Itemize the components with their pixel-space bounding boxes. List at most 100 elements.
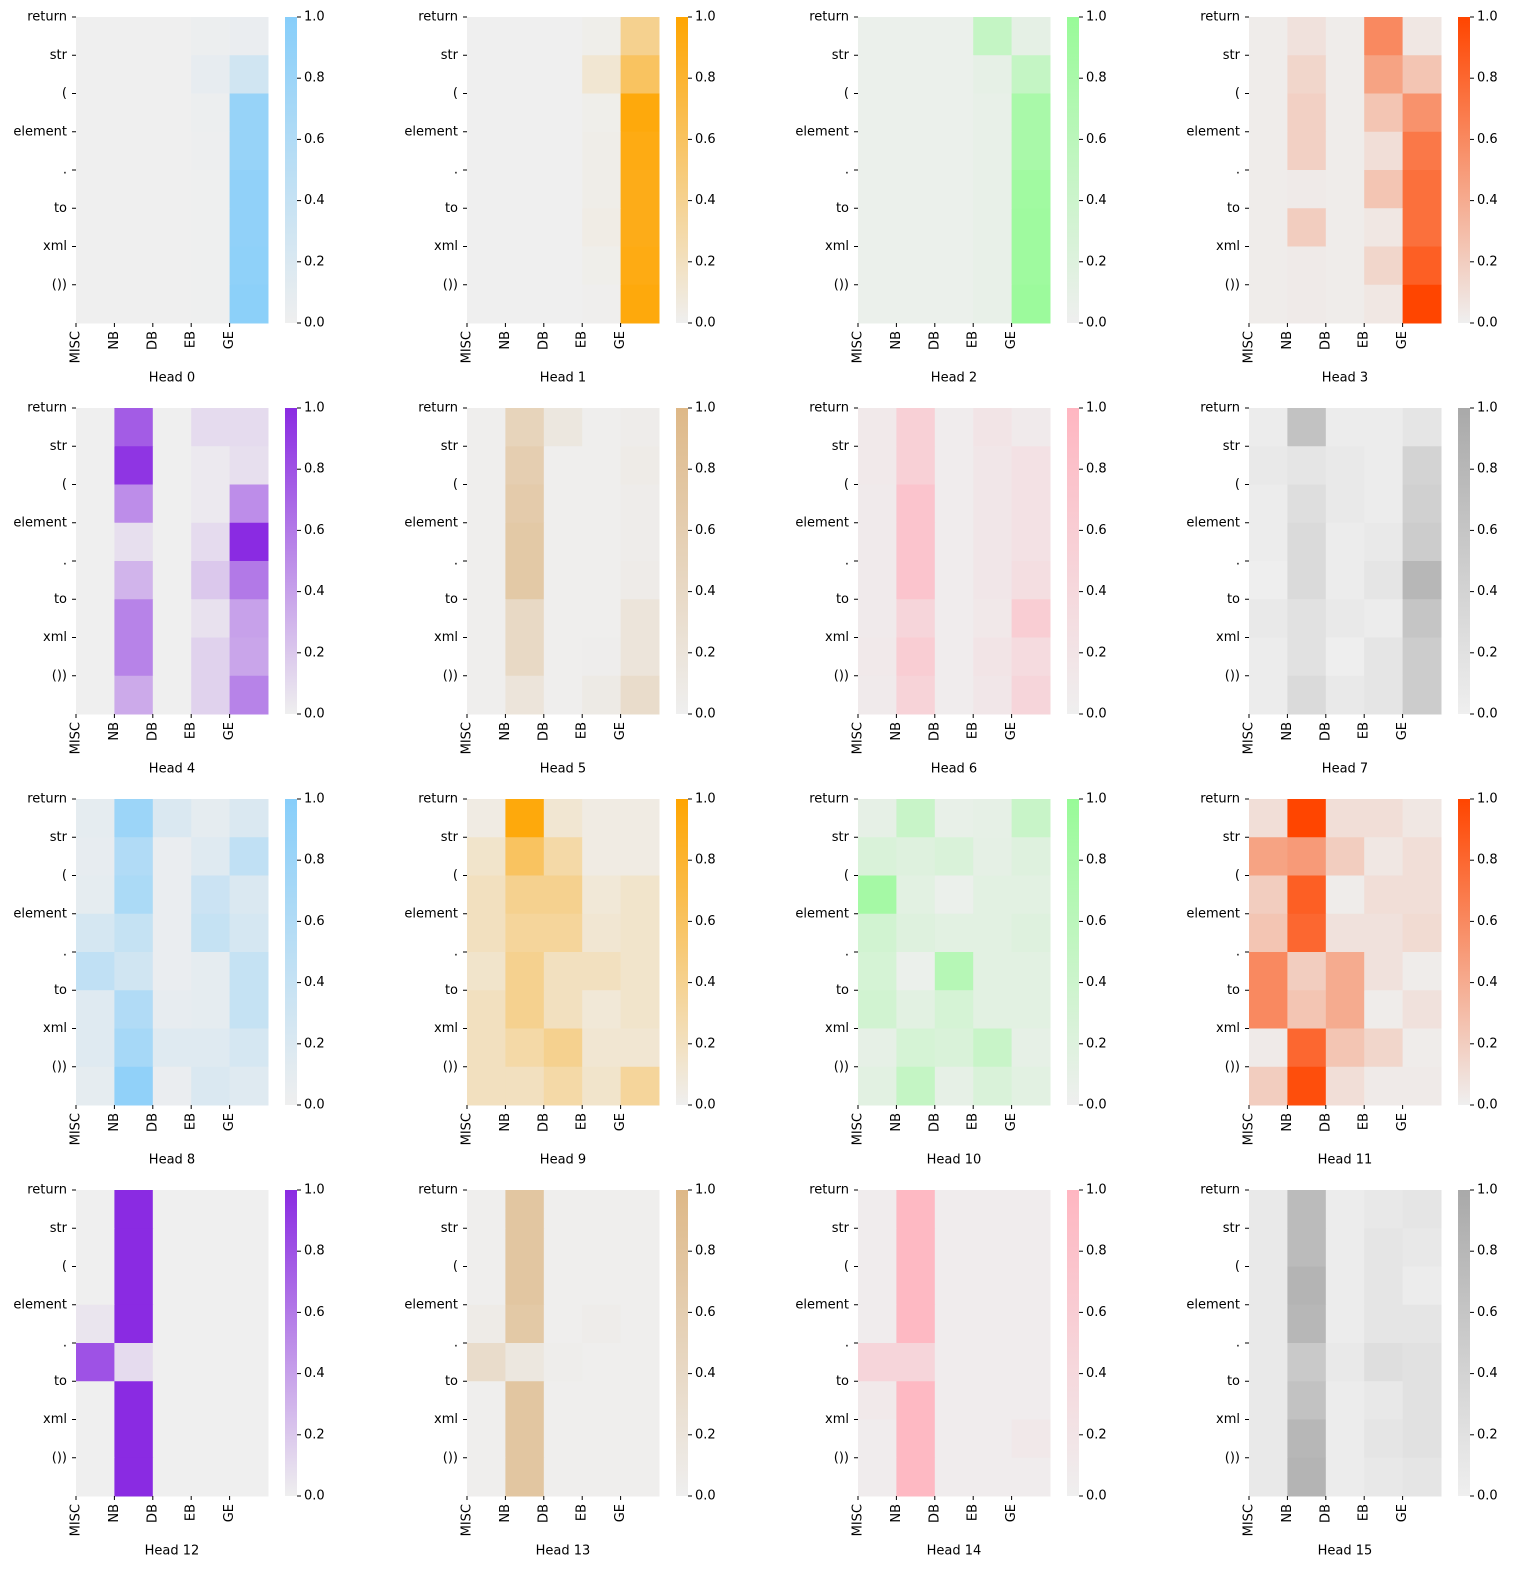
- heatmap-cell: [1402, 1066, 1442, 1106]
- x-tick-label: EB: [966, 722, 981, 739]
- colorbar-tick-label: 0.8: [1477, 853, 1498, 868]
- y-tick-label: (: [62, 477, 67, 492]
- heatmap-cell: [152, 1028, 192, 1068]
- heatmap-cell: [1249, 913, 1288, 953]
- heatmap-cell: [229, 1304, 269, 1344]
- y-tick-label: element: [13, 1297, 67, 1312]
- heatmap-cell: [582, 446, 622, 485]
- heatmap-cell: [505, 1066, 545, 1106]
- x-tick-label: GE: [1395, 331, 1410, 349]
- heatmap-cell: [1011, 799, 1051, 838]
- heatmap-cell: [191, 875, 231, 915]
- heatmap-cell: [467, 446, 506, 485]
- heatmap-cell: [1402, 1381, 1442, 1420]
- heatmap-cell: [1325, 170, 1365, 209]
- heatmap-cell: [1325, 1228, 1365, 1267]
- heatmap-cell: [620, 599, 660, 638]
- heatmap-cell: [934, 675, 974, 715]
- heatmap-cell: [1287, 799, 1327, 838]
- heatmap-cell: [467, 799, 506, 838]
- heatmap-cell: [114, 675, 154, 715]
- heatmap-cell: [152, 599, 192, 638]
- heatmap-cell: [1402, 1304, 1442, 1344]
- heatmap-cell: [505, 875, 545, 915]
- heatmap-cell: [543, 1228, 583, 1267]
- y-tick-label: to: [1227, 983, 1240, 998]
- heatmap-cell: [1249, 1066, 1288, 1106]
- heatmap-cell: [1325, 284, 1365, 324]
- colorbar-tick-label: 0.6: [1477, 523, 1498, 538]
- heatmap-cell: [1249, 1304, 1288, 1344]
- y-tick-label: to: [1227, 201, 1240, 216]
- heatmap-cell: [1287, 675, 1327, 715]
- heatmap-cell: [620, 408, 660, 447]
- heatmap-cell: [973, 675, 1013, 715]
- heatmap-cell: [152, 1419, 192, 1459]
- heatmap-cell: [229, 875, 269, 915]
- heatmap-cell: [76, 1304, 115, 1344]
- heatmap-cell: [114, 408, 154, 447]
- y-tick-label: str: [832, 439, 850, 454]
- colorbar-tick-label: 0.0: [304, 1489, 325, 1504]
- heatmap-cell: [76, 1266, 115, 1306]
- heatmap-cell: [152, 93, 192, 133]
- heatmap-cell: [191, 1381, 231, 1420]
- x-tick-label: GE: [613, 331, 628, 349]
- heatmap-cell: [896, 875, 936, 915]
- heatmap-cell: [505, 561, 545, 600]
- colorbar-tick-label: 0.6: [1477, 1305, 1498, 1320]
- subplot-title: Head 2: [931, 371, 977, 386]
- heatmap-cell: [152, 131, 192, 171]
- colorbar: [1067, 799, 1079, 1105]
- y-tick-label: element: [13, 124, 67, 139]
- heatmap-cell: [582, 284, 622, 324]
- y-tick-label: xml: [1216, 239, 1240, 254]
- colorbar: [676, 17, 688, 323]
- colorbar-tick-label: 1.0: [1086, 792, 1107, 807]
- heatmap-cell: [76, 1343, 115, 1382]
- y-tick-label: .: [63, 163, 67, 178]
- heatmap-cell: [1325, 1190, 1365, 1229]
- heatmap-cell: [934, 1343, 974, 1382]
- heatmap-cell: [467, 208, 506, 247]
- heatmap-cell: [229, 131, 269, 171]
- heatmap-cell: [973, 408, 1013, 447]
- heatmap-cell: [1249, 837, 1288, 876]
- heatmap-cell: [76, 1457, 115, 1497]
- heatmap-cell: [1011, 561, 1051, 600]
- heatmap-cell: [620, 246, 660, 286]
- heatmap-cell: [1402, 875, 1442, 915]
- heatmap-cell: [620, 952, 660, 991]
- heatmap-cell: [467, 637, 506, 677]
- heatmap-cell: [191, 913, 231, 953]
- heatmap-cell: [1364, 637, 1404, 677]
- y-tick-label: str: [441, 48, 459, 63]
- heatmap-cell: [973, 561, 1013, 600]
- x-tick-label: MISC: [851, 1113, 866, 1145]
- y-tick-label: xml: [43, 1412, 67, 1427]
- x-tick-label: GE: [222, 722, 237, 740]
- heatmap-cell: [1364, 1228, 1404, 1267]
- heatmap-cell: [896, 1457, 936, 1497]
- y-tick-label: xml: [1216, 1021, 1240, 1036]
- heatmap-cell: [934, 1228, 974, 1267]
- heatmap-cell: [76, 1190, 115, 1229]
- heatmap-cell: [1011, 675, 1051, 715]
- colorbar-tick-label: 1.0: [695, 10, 716, 25]
- x-tick-label: NB: [107, 722, 122, 741]
- heatmap-cell: [973, 17, 1013, 56]
- heatmap-cell: [229, 990, 269, 1029]
- heatmap-cell: [467, 1457, 506, 1497]
- heatmap-cell: [229, 246, 269, 286]
- colorbar-tick-label: 0.8: [1086, 1244, 1107, 1259]
- x-tick-label: GE: [1395, 1113, 1410, 1131]
- colorbar-tick-label: 1.0: [304, 401, 325, 416]
- heatmap-cell: [620, 1228, 660, 1267]
- y-tick-label: ()): [52, 1059, 67, 1074]
- y-tick-label: str: [1223, 439, 1241, 454]
- y-tick-label: (: [844, 1259, 849, 1274]
- heatmap-cell: [1287, 284, 1327, 324]
- heatmap-cell: [582, 246, 622, 286]
- heatmap-cell: [191, 446, 231, 485]
- heatmap-cell: [896, 17, 936, 56]
